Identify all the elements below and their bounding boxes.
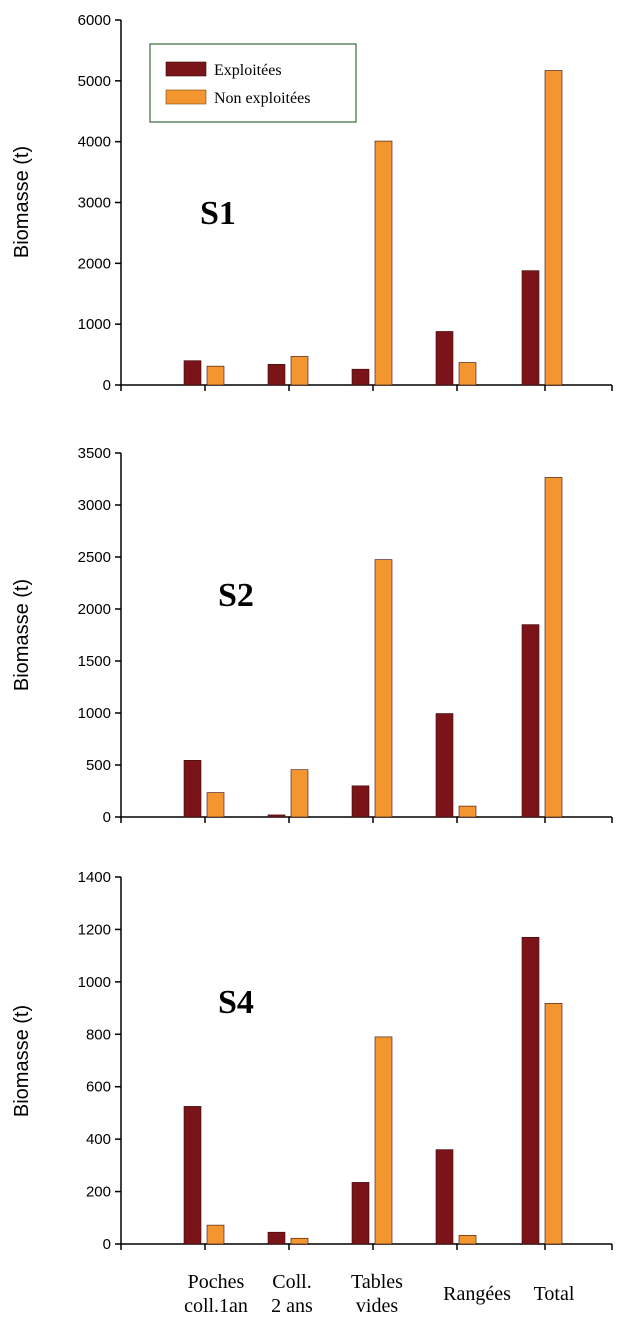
chart-panel-s2: 0 500 1000 1500 2000 2500 3000 3500 Biomasse (t)… [11, 445, 613, 826]
panel-label: S2 [218, 577, 254, 614]
x-tick-label: Tables [351, 1271, 403, 1293]
y-tick-label: 2000 [78, 601, 111, 618]
panel-label: S1 [200, 195, 236, 232]
bar-exploitees-4 [435, 331, 454, 386]
y-tick-label: 0 [103, 809, 111, 826]
x-tick-label: Rangées [443, 1283, 511, 1305]
bar-exploitees-1 [183, 360, 202, 386]
legend-label-non-exploitees: Non exploitées [214, 90, 310, 107]
x-tick-label: Total [534, 1283, 575, 1305]
y-tick-label: 5000 [78, 73, 111, 90]
bar-exploitees-2 [267, 814, 286, 818]
y-tick-label: 1400 [78, 869, 111, 886]
x-tick-label: vides [356, 1295, 398, 1317]
bar-exploitees-1 [183, 760, 202, 818]
legend: Exploitées Non exploitées [149, 43, 357, 123]
bar-exploitees-5 [521, 624, 540, 818]
bar-non-exploitees-4 [458, 362, 477, 386]
bar-exploitees-3 [351, 368, 370, 386]
legend-label-exploitees: Exploitées [214, 62, 282, 79]
bar-non-exploitees-2 [290, 1237, 309, 1245]
y-tick-label: 1000 [78, 974, 111, 991]
y-tick-label: 2500 [78, 549, 111, 566]
bar-exploitees-5 [521, 936, 540, 1245]
bar-exploitees-5 [521, 270, 540, 386]
bar-non-exploitees-2 [290, 356, 309, 386]
x-tick-label: 2 ans [271, 1295, 313, 1317]
bar-non-exploitees-4 [458, 805, 477, 818]
y-tick-label: 3500 [78, 445, 111, 462]
chart-panel-s1: 0 1000 2000 3000 4000 5000 6000 Biomasse (t) S1 E… [11, 12, 613, 394]
bar-exploitees-4 [435, 713, 454, 818]
bar-non-exploitees-5 [544, 70, 563, 386]
y-tick-label: 1200 [78, 921, 111, 938]
y-tick-label: 6000 [78, 12, 111, 29]
chart-panel-s4: 0 200 400 600 800 1000 1200 1400 Biomasse (t) S4 [11, 869, 613, 1253]
x-tick-label: Poches [188, 1271, 245, 1293]
y-tick-label: 4000 [78, 134, 111, 151]
bar-exploitees-1 [183, 1106, 202, 1245]
bar-exploitees-2 [267, 364, 286, 386]
y-tick-label: 0 [103, 1236, 111, 1253]
bar-non-exploitees-2 [290, 769, 309, 818]
bar-non-exploitees-3 [374, 1036, 393, 1245]
y-tick-label: 800 [86, 1026, 111, 1043]
y-tick-label: 3000 [78, 497, 111, 514]
legend-swatch-non-exploitees [165, 89, 207, 105]
y-tick-label: 200 [86, 1184, 111, 1201]
y-axis-title: Biomasse (t) [11, 1005, 33, 1117]
bar-non-exploitees-3 [374, 559, 393, 818]
bar-exploitees-4 [435, 1149, 454, 1245]
bar-non-exploitees-5 [544, 477, 563, 818]
y-tick-label: 0 [103, 377, 111, 394]
y-tick-label: 400 [86, 1131, 111, 1148]
y-tick-label: 500 [86, 757, 111, 774]
y-tick-label: 1000 [78, 316, 111, 333]
bar-non-exploitees-1 [206, 1224, 225, 1245]
bar-non-exploitees-1 [206, 365, 225, 386]
y-tick-label: 600 [86, 1079, 111, 1096]
bar-exploitees-3 [351, 785, 370, 818]
x-tick-label: coll.1an [184, 1295, 248, 1317]
bar-non-exploitees-1 [206, 792, 225, 818]
bar-exploitees-2 [267, 1231, 286, 1245]
legend-box [149, 43, 357, 123]
x-tick-label: Coll. [272, 1271, 311, 1293]
y-tick-label: 2000 [78, 255, 111, 272]
bar-non-exploitees-5 [544, 1003, 563, 1245]
y-tick-label: 3000 [78, 195, 111, 212]
y-tick-label: 1000 [78, 705, 111, 722]
y-tick-label: 1500 [78, 653, 111, 670]
bar-exploitees-3 [351, 1182, 370, 1245]
bar-non-exploitees-4 [458, 1235, 477, 1245]
y-axis-title: Biomasse (t) [11, 146, 33, 258]
bar-non-exploitees-3 [374, 140, 393, 386]
y-axis-title: Biomasse (t) [11, 579, 33, 691]
legend-swatch-exploitees [165, 61, 207, 77]
panel-label: S4 [218, 984, 254, 1021]
